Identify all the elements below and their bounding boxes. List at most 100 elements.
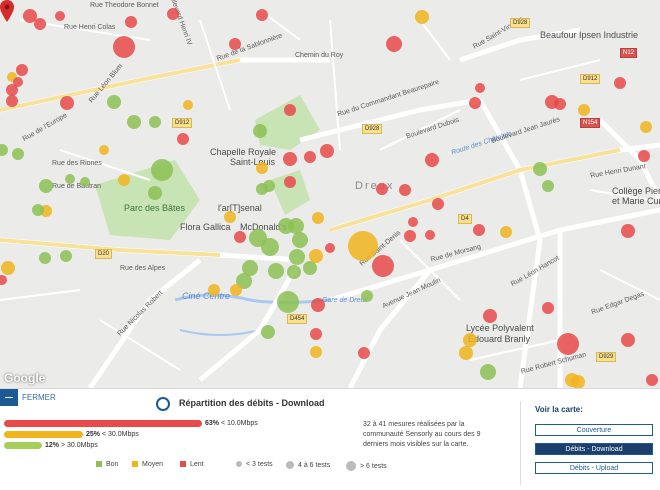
measurement-dot[interactable] xyxy=(256,183,268,195)
measurement-dot[interactable] xyxy=(312,212,324,224)
measurement-dot[interactable] xyxy=(224,211,236,223)
measurement-dot[interactable] xyxy=(459,346,473,360)
measurement-dot[interactable] xyxy=(311,298,325,312)
measurement-dot[interactable] xyxy=(542,302,554,314)
measurement-dot[interactable] xyxy=(208,284,220,296)
measurement-dot[interactable] xyxy=(6,95,18,107)
measurement-dot[interactable] xyxy=(149,116,161,128)
measurement-dot[interactable] xyxy=(432,198,444,210)
measurement-dot[interactable] xyxy=(399,184,411,196)
measurement-dot[interactable] xyxy=(256,162,268,174)
measurement-dot[interactable] xyxy=(425,153,439,167)
measurement-dot[interactable] xyxy=(500,226,512,238)
measurement-dot[interactable] xyxy=(533,162,547,176)
measurement-dot[interactable] xyxy=(65,174,75,184)
measurement-dot[interactable] xyxy=(23,9,37,23)
measurement-dot[interactable] xyxy=(234,231,246,243)
measurement-dot[interactable] xyxy=(310,328,322,340)
measurement-dot[interactable] xyxy=(310,346,322,358)
measurement-dot[interactable] xyxy=(80,177,90,187)
measurement-dot[interactable] xyxy=(60,250,72,262)
measurement-dot[interactable] xyxy=(1,261,15,275)
measurement-dot[interactable] xyxy=(372,255,394,277)
measurement-dot[interactable] xyxy=(32,204,44,216)
measurement-dot[interactable] xyxy=(148,186,162,200)
measurement-dot[interactable] xyxy=(268,263,284,279)
measurement-dot[interactable] xyxy=(646,374,658,386)
measurement-dot[interactable] xyxy=(557,333,579,355)
map-area[interactable]: Rue Theodore Bonnet Rue Henri Colas Boul… xyxy=(0,0,660,388)
measurement-dot[interactable] xyxy=(284,176,296,188)
measurement-dot[interactable] xyxy=(229,38,241,50)
measurement-dot[interactable] xyxy=(167,8,179,20)
measurement-dot[interactable] xyxy=(309,249,323,263)
measurement-dot[interactable] xyxy=(287,265,301,279)
measurement-dot[interactable] xyxy=(261,325,275,339)
measurement-dot[interactable] xyxy=(230,284,242,296)
close-label[interactable]: FERMER xyxy=(22,393,56,402)
measurement-dot[interactable] xyxy=(13,77,23,87)
measurement-dot[interactable] xyxy=(361,290,373,302)
measurement-dot[interactable] xyxy=(475,83,485,93)
measurement-dot[interactable] xyxy=(12,148,24,160)
measurement-dot[interactable] xyxy=(473,224,485,236)
measurement-dot[interactable] xyxy=(303,261,317,275)
measurement-dot[interactable] xyxy=(0,275,7,285)
measurement-dot[interactable] xyxy=(261,238,279,256)
measurement-dot[interactable] xyxy=(614,77,626,89)
measurement-dot[interactable] xyxy=(0,144,8,156)
measurement-dot[interactable] xyxy=(125,16,137,28)
location-pin-icon[interactable] xyxy=(0,0,14,22)
measurement-dot[interactable] xyxy=(469,97,481,109)
measurement-dot[interactable] xyxy=(283,152,297,166)
measurement-dot[interactable] xyxy=(183,100,193,110)
measurement-dot[interactable] xyxy=(480,364,496,380)
measurement-dot[interactable] xyxy=(320,144,334,158)
measurement-dot[interactable] xyxy=(6,84,18,96)
measurement-dot[interactable] xyxy=(621,333,635,347)
measurement-dot[interactable] xyxy=(277,291,299,313)
measurement-dot[interactable] xyxy=(376,183,388,195)
measurement-dot[interactable] xyxy=(325,243,335,253)
measurement-dot[interactable] xyxy=(415,10,429,24)
measurement-dot[interactable] xyxy=(113,36,135,58)
measurement-dot[interactable] xyxy=(289,249,305,265)
measurement-dot[interactable] xyxy=(7,72,17,82)
measurement-dot[interactable] xyxy=(55,11,65,21)
measurement-dot[interactable] xyxy=(554,98,566,110)
measurement-dot[interactable] xyxy=(151,159,173,181)
measurement-dot[interactable] xyxy=(39,179,53,193)
measurement-dot[interactable] xyxy=(39,252,51,264)
coverage-button[interactable]: Couverture xyxy=(535,424,653,436)
measurement-dot[interactable] xyxy=(34,18,46,30)
measurement-dot[interactable] xyxy=(16,64,28,76)
measurement-dot[interactable] xyxy=(253,124,267,138)
measurement-dot[interactable] xyxy=(578,104,590,116)
measurement-dot[interactable] xyxy=(638,150,650,162)
measurement-dot[interactable] xyxy=(99,145,109,155)
measurement-dot[interactable] xyxy=(292,232,308,248)
upload-button[interactable]: Débits - Upload xyxy=(535,462,653,474)
close-button[interactable]: – xyxy=(0,389,18,406)
measurement-dot[interactable] xyxy=(621,224,635,238)
measurement-dot[interactable] xyxy=(408,217,418,227)
measurement-dot[interactable] xyxy=(640,121,652,133)
measurement-dot[interactable] xyxy=(242,260,258,276)
measurement-dot[interactable] xyxy=(118,174,130,186)
measurement-dot[interactable] xyxy=(571,375,585,388)
measurement-dot[interactable] xyxy=(386,36,402,52)
measurement-dot[interactable] xyxy=(404,230,416,242)
measurement-dot[interactable] xyxy=(288,218,304,234)
measurement-dot[interactable] xyxy=(463,333,477,347)
measurement-dot[interactable] xyxy=(177,133,189,145)
measurement-dot[interactable] xyxy=(107,95,121,109)
measurement-dot[interactable] xyxy=(256,9,268,21)
download-button[interactable]: Débits - Download xyxy=(535,443,653,455)
measurement-dot[interactable] xyxy=(60,96,74,110)
measurement-dot[interactable] xyxy=(542,180,554,192)
measurement-dot[interactable] xyxy=(304,151,316,163)
measurement-dot[interactable] xyxy=(284,104,296,116)
measurement-dot[interactable] xyxy=(483,309,497,323)
measurement-dot[interactable] xyxy=(127,115,141,129)
measurement-dot[interactable] xyxy=(358,347,370,359)
